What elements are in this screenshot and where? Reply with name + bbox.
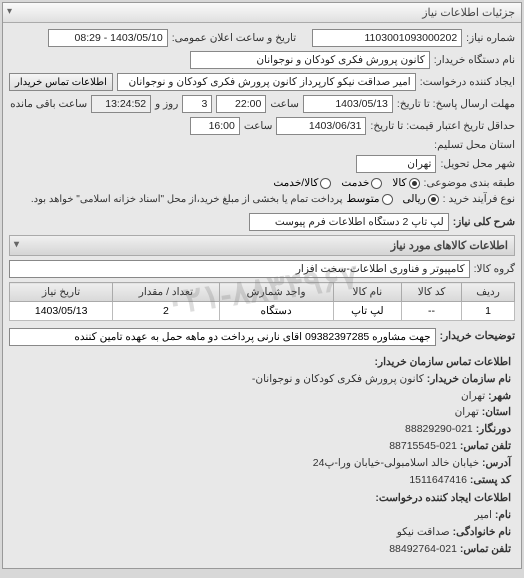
postal-label: کد پستی: xyxy=(470,474,511,486)
remain-time-field xyxy=(91,95,151,113)
remain-label: ساعت باقی مانده xyxy=(10,98,87,110)
col-qty: تعداد / مقدار xyxy=(113,283,219,302)
panel-body: شماره نیاز: تاریخ و ساعت اعلان عمومی: نا… xyxy=(3,23,521,568)
col-row: ردیف xyxy=(462,283,515,302)
buyer-note-box: جهت مشاوره 09382397285 اقای نارنی پرداخت… xyxy=(9,328,436,346)
contact-info-button[interactable]: اطلاعات تماس خریدار xyxy=(9,73,113,91)
lname-value: صداقت نیکو xyxy=(397,526,450,538)
radio-dot-icon xyxy=(409,178,420,189)
group-label: گروه کالا: xyxy=(474,263,515,275)
contact-block: اطلاعات تماس سازمان خریدار: نام سازمان خ… xyxy=(9,350,515,562)
time-label-1: ساعت xyxy=(270,98,299,110)
summary-field[interactable] xyxy=(249,213,449,231)
radio-motevaset[interactable]: متوسط xyxy=(347,193,393,205)
need-no-label: شماره نیاز: xyxy=(466,32,515,44)
reply-date-field[interactable] xyxy=(303,95,393,113)
details-panel: جزئیات اطلاعات نیاز ▾ شماره نیاز: تاریخ … xyxy=(2,2,522,569)
radio-khedmat[interactable]: خدمت xyxy=(341,177,382,189)
ccity-value: تهران xyxy=(461,390,485,402)
creator-field[interactable] xyxy=(117,73,416,91)
process-radio-group: ریالی متوسط xyxy=(347,193,439,205)
buyer-note-label: توضیحات خریدار: xyxy=(440,330,515,342)
lname-label: نام خانوادگی: xyxy=(453,526,511,538)
days-label: روز و xyxy=(155,98,178,110)
fname-label: نام: xyxy=(495,509,511,521)
summary-label: شرح کلی نیاز: xyxy=(453,216,515,228)
class-radio-group: کالا خدمت کالا/خدمت xyxy=(273,177,419,189)
panel-title: جزئیات اطلاعات نیاز xyxy=(422,7,515,19)
col-name: نام کالا xyxy=(333,283,401,302)
process-note: پرداخت تمام یا بخشی از مبلغ خرید،از محل … xyxy=(31,194,343,205)
org-value: کانون پرورش فکری کودکان و نوجوانان- xyxy=(252,373,424,385)
phone-value: 021-88715545 xyxy=(389,440,457,452)
radio-riali[interactable]: ریالی xyxy=(403,193,439,205)
cell: لپ تاپ xyxy=(333,302,401,321)
radio-kala[interactable]: کالا xyxy=(392,177,419,189)
valid-date-field[interactable] xyxy=(276,117,366,135)
phone-label: تلفن تماس: xyxy=(460,440,511,452)
valid-until-label: حداقل تاریخ اعتبار قیمت: تا تاریخ: xyxy=(370,120,515,132)
cell: -- xyxy=(402,302,462,321)
buyer-field[interactable] xyxy=(190,51,430,69)
city-field[interactable] xyxy=(356,155,436,173)
col-code: کد کالا xyxy=(402,283,462,302)
radio-dot-icon xyxy=(428,194,439,205)
ann-datetime-field[interactable] xyxy=(48,29,168,47)
radio-dot-icon xyxy=(320,178,331,189)
radio-label: کالا/خدمت xyxy=(273,177,318,189)
creator-label: ایجاد کننده درخواست: xyxy=(420,76,515,88)
collapse-icon[interactable]: ▾ xyxy=(14,239,19,250)
process-label: نوع فرآیند خرید : xyxy=(443,193,515,205)
buyer-label: نام دستگاه خریدار: xyxy=(434,54,515,66)
items-heading: اطلاعات کالاهای مورد نیاز ▾ xyxy=(9,235,515,256)
fax-label: دورنگار: xyxy=(476,423,511,435)
ccity-label: شهر: xyxy=(488,390,511,402)
collapse-icon[interactable]: ▾ xyxy=(7,6,12,17)
cell: 2 xyxy=(113,302,219,321)
cell: 1403/05/13 xyxy=(10,302,113,321)
time-label-2: ساعت xyxy=(244,120,273,132)
radio-dot-icon xyxy=(382,194,393,205)
radio-label: کالا xyxy=(392,177,406,189)
org-label: نام سازمان خریدار: xyxy=(427,373,511,385)
col-date: تاریخ نیاز xyxy=(10,283,113,302)
valid-time-field[interactable] xyxy=(190,117,240,135)
radio-label: متوسط xyxy=(347,193,380,205)
cphone-value: 021-88492764 xyxy=(389,543,457,555)
days-qty-field[interactable] xyxy=(182,95,212,113)
contact-heading: اطلاعات تماس سازمان خریدار: xyxy=(13,354,511,371)
creator-heading: اطلاعات ایجاد کننده درخواست: xyxy=(13,490,511,507)
reply-deadline-label: مهلت ارسال پاسخ: تا تاریخ: xyxy=(397,98,515,110)
fax-value: 021-88829290 xyxy=(405,423,473,435)
address-label: آدرس: xyxy=(482,457,511,469)
cell: 1 xyxy=(462,302,515,321)
ann-datetime-label: تاریخ و ساعت اعلان عمومی: xyxy=(172,32,296,44)
reply-time-field[interactable] xyxy=(216,95,266,113)
items-heading-text: اطلاعات کالاهای مورد نیاز xyxy=(391,240,508,252)
need-no-field[interactable] xyxy=(312,29,462,47)
postal-value: 1511647416 xyxy=(409,474,467,486)
col-unit: واحد شمارش xyxy=(219,283,333,302)
radio-kala-khedmat[interactable]: کالا/خدمت xyxy=(273,177,331,189)
province-label: استان محل تسلیم: xyxy=(434,139,515,151)
radio-label: ریالی xyxy=(403,193,426,205)
table-header-row: ردیف کد کالا نام کالا واحد شمارش تعداد /… xyxy=(10,283,515,302)
table-row[interactable]: 1 -- لپ تاپ دستگاه 2 1403/05/13 xyxy=(10,302,515,321)
class-label: طبقه بندی موضوعی: xyxy=(424,177,515,189)
cprov-label: استان: xyxy=(482,406,511,418)
cprov-value: تهران xyxy=(455,406,479,418)
city-label: شهر محل تحویل: xyxy=(440,158,515,170)
fname-value: امیر xyxy=(474,509,492,521)
cphone-label: تلفن تماس: xyxy=(460,543,511,555)
cell: دستگاه xyxy=(219,302,333,321)
items-table: ردیف کد کالا نام کالا واحد شمارش تعداد /… xyxy=(9,282,515,321)
panel-header: جزئیات اطلاعات نیاز ▾ xyxy=(3,3,521,23)
radio-dot-icon xyxy=(371,178,382,189)
address-value: خیابان خالد اسلامبولی-خیابان ورا-پ24 xyxy=(313,457,479,469)
group-field[interactable] xyxy=(9,260,470,278)
radio-label: خدمت xyxy=(341,177,369,189)
